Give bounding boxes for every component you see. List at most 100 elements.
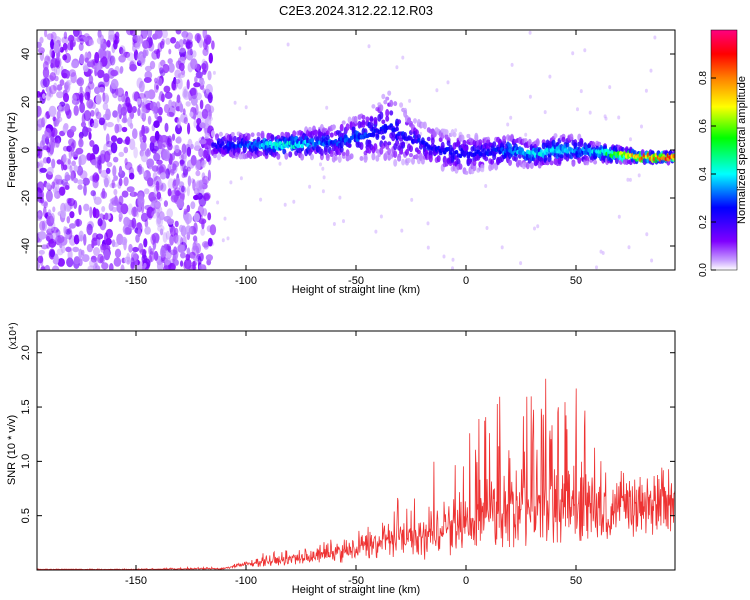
heatmap-cell — [71, 94, 77, 105]
heatmap-cell — [83, 184, 87, 196]
heatmap-cell — [37, 161, 40, 168]
heatmap-cell — [159, 228, 164, 236]
heatmap-cell — [506, 122, 510, 127]
heatmap-cell — [98, 48, 104, 59]
heatmap-cell — [64, 185, 70, 190]
heatmap-cell — [155, 84, 159, 90]
heatmap-cell — [597, 141, 602, 146]
heatmap-cell — [161, 30, 168, 39]
heatmap-cell — [559, 154, 564, 159]
heatmap-cell — [123, 146, 129, 154]
x-tick-label: -50 — [348, 275, 364, 287]
heatmap-cell — [347, 143, 352, 148]
heatmap-cell — [61, 178, 68, 186]
heatmap-cell — [201, 172, 206, 180]
heatmap-cell — [45, 190, 53, 203]
heatmap-cell — [62, 164, 68, 171]
heatmap-cell — [565, 142, 570, 148]
heatmap-cell — [170, 80, 178, 91]
spectrogram-frame — [36, 29, 676, 271]
heatmap-cell — [672, 153, 675, 159]
heatmap-cell — [201, 63, 207, 70]
heatmap-cell — [120, 106, 128, 116]
heatmap-cell — [149, 135, 157, 143]
heatmap-cell — [571, 161, 576, 167]
heatmap-cell — [44, 264, 51, 270]
heatmap-cell — [593, 159, 598, 165]
heatmap-cell — [454, 150, 459, 155]
heatmap-cell — [379, 104, 384, 112]
heatmap-cell — [192, 179, 196, 191]
heatmap-cell — [170, 249, 178, 256]
heatmap-cell — [37, 262, 40, 270]
heatmap-cell — [201, 108, 209, 119]
heatmap-cell — [129, 63, 138, 72]
heatmap-cell — [56, 110, 61, 119]
heatmap-cell — [207, 70, 212, 81]
heatmap-cell — [632, 150, 637, 155]
heatmap-cell — [430, 137, 435, 145]
heatmap-cell — [132, 128, 138, 140]
heatmap-cell — [126, 186, 135, 193]
heatmap-cell — [187, 175, 192, 187]
heatmap-cell — [379, 214, 383, 219]
heatmap-cell — [41, 117, 46, 128]
heatmap-cell — [137, 107, 141, 117]
heatmap-cell — [79, 102, 85, 114]
heatmap-cell — [539, 149, 544, 154]
heatmap-cell — [137, 163, 143, 176]
heatmap-cell — [46, 147, 51, 153]
heatmap-cell — [375, 133, 380, 140]
colorbar-tick-label: 0.4 — [698, 167, 709, 181]
heatmap-cell — [151, 232, 160, 243]
snr-ticks: -150 -100 -50 0 50 0.5 1.0 1.5 2.0 — [20, 331, 675, 587]
heatmap-cell — [106, 121, 114, 128]
heatmap-cell — [206, 225, 213, 233]
heatmap-cell — [186, 32, 193, 41]
spectrogram-panel: -150 -100 -50 0 50 -40 -20 0 20 40 Height of stra… — [6, 29, 676, 296]
heatmap-cell — [95, 111, 102, 120]
heatmap-cell — [37, 181, 45, 193]
heatmap-cell — [164, 257, 171, 266]
heatmap-cell — [216, 200, 220, 205]
heatmap-cell — [204, 132, 210, 138]
heatmap-cell — [510, 62, 514, 67]
heatmap-cell — [226, 236, 230, 241]
heatmap-cell — [66, 257, 74, 268]
heatmap-cell — [363, 155, 368, 163]
heatmap-cell — [474, 132, 479, 140]
heatmap-cell — [588, 110, 592, 115]
heatmap-cell — [182, 235, 187, 247]
heatmap-cell — [349, 153, 354, 160]
heatmap-cell — [626, 177, 630, 182]
heatmap-cell — [62, 182, 70, 189]
heatmap-cell — [314, 129, 318, 137]
heatmap-cell — [132, 44, 137, 52]
spectrogram-x-axis-label: Height of straight line (km) — [292, 284, 420, 296]
heatmap-cell — [208, 155, 212, 166]
heatmap-cell — [345, 123, 350, 131]
heatmap-cell — [110, 69, 119, 77]
heatmap-cell — [194, 76, 198, 83]
heatmap-cell — [103, 175, 111, 185]
heatmap-cell — [147, 115, 152, 125]
heatmap-cell — [102, 92, 106, 102]
heatmap-cell — [551, 139, 556, 147]
heatmap-cell — [519, 261, 523, 266]
heatmap-cell — [141, 124, 146, 137]
heatmap-cell — [148, 245, 152, 256]
heatmap-cell — [409, 145, 413, 153]
heatmap-cell — [138, 93, 146, 99]
heatmap-cell — [446, 140, 451, 147]
heatmap-cell — [168, 99, 173, 108]
heatmap-cell — [189, 111, 194, 118]
heatmap-cell — [62, 54, 68, 61]
heatmap-cell — [361, 114, 366, 120]
heatmap-cell — [426, 245, 430, 250]
heatmap-cell — [381, 135, 386, 141]
heatmap-cell — [180, 260, 184, 267]
heatmap-cell — [183, 35, 187, 45]
heatmap-cell — [446, 80, 450, 85]
heatmap-cell — [121, 126, 128, 133]
heatmap-cell — [55, 137, 60, 148]
